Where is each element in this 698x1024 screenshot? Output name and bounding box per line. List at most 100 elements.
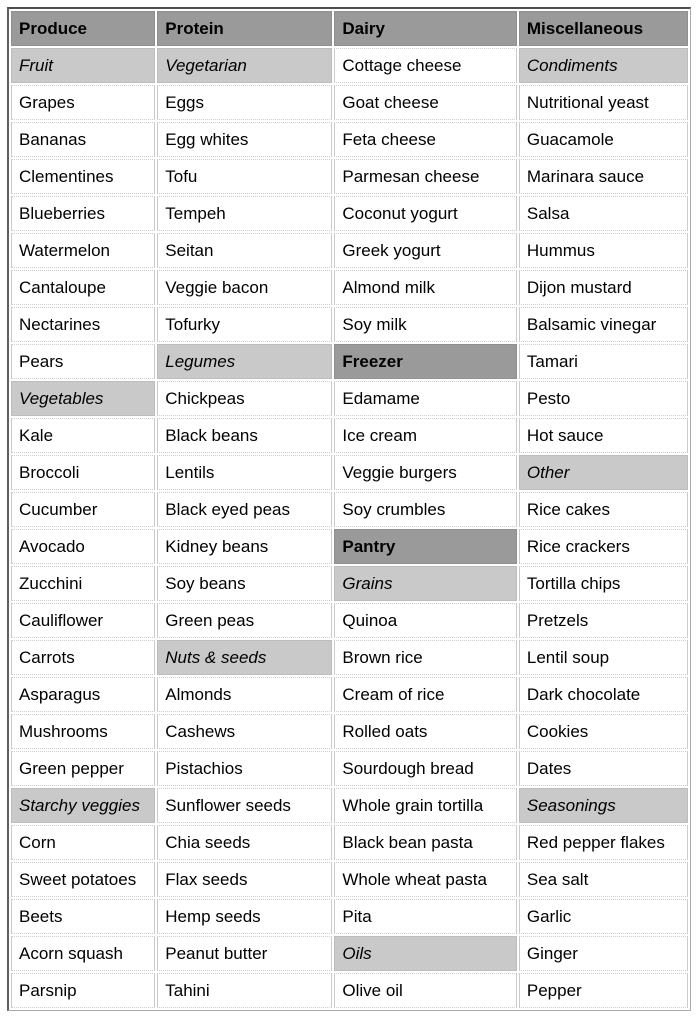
table-row: Cauliflower Green peas Quinoa Pretzels xyxy=(11,603,688,638)
item-cell: Lentils xyxy=(157,455,333,490)
table-row: Kale Black beans Ice cream Hot sauce xyxy=(11,418,688,453)
item-cell: Quinoa xyxy=(334,603,517,638)
category-header-cell: Freezer xyxy=(334,344,517,379)
item-cell: Garlic xyxy=(518,899,688,934)
item-cell: Acorn squash xyxy=(11,936,156,971)
column-header-produce: Produce xyxy=(11,11,156,46)
item-cell: Tortilla chips xyxy=(518,566,688,601)
table-row: Starchy veggies Sunflower seeds Whole grai… xyxy=(11,788,688,823)
item-cell: Pretzels xyxy=(518,603,688,638)
table-row: Fruit Vegetarian Cottage cheese Condiments xyxy=(11,48,688,83)
item-cell: Lentil soup xyxy=(518,640,688,675)
table-row: Beets Hemp seeds Pita Garlic xyxy=(11,899,688,934)
column-header-protein: Protein xyxy=(157,11,333,46)
item-cell: Almonds xyxy=(157,677,333,712)
item-cell: Tofu xyxy=(157,159,333,194)
subcategory-header-cell: Nuts & seeds xyxy=(157,640,333,675)
item-cell: Red pepper flakes xyxy=(518,825,688,860)
table-row: Mushrooms Cashews Rolled oats Cookies xyxy=(11,714,688,749)
item-cell: Cottage cheese xyxy=(334,48,517,83)
item-cell: Broccoli xyxy=(11,455,156,490)
category-header-cell: Pantry xyxy=(334,529,517,564)
item-cell: Pistachios xyxy=(157,751,333,786)
item-cell: Sourdough bread xyxy=(334,751,517,786)
item-cell: Nutritional yeast xyxy=(518,85,688,120)
item-cell: Pears xyxy=(11,344,156,379)
item-cell: Ice cream xyxy=(334,418,517,453)
item-cell: Blueberries xyxy=(11,196,156,231)
item-cell: Zucchini xyxy=(11,566,156,601)
subcategory-header-cell: Other xyxy=(518,455,688,490)
item-cell: Kidney beans xyxy=(157,529,333,564)
item-cell: Carrots xyxy=(11,640,156,675)
item-cell: Feta cheese xyxy=(334,122,517,157)
table-row: Avocado Kidney beans Pantry Rice crackers xyxy=(11,529,688,564)
item-cell: Eggs xyxy=(157,85,333,120)
table-row: Acorn squash Peanut butter Oils Ginger xyxy=(11,936,688,971)
table-row: Vegetables Chickpeas Edamame Pesto xyxy=(11,381,688,416)
column-header-miscellaneous: Miscellaneous xyxy=(518,11,688,46)
item-cell: Pita xyxy=(334,899,517,934)
item-cell: Almond milk xyxy=(334,270,517,305)
table-row: Bananas Egg whites Feta cheese Guacamole xyxy=(11,122,688,157)
item-cell: Dijon mustard xyxy=(518,270,688,305)
subcategory-header-cell: Fruit xyxy=(11,48,156,83)
item-cell: Hummus xyxy=(518,233,688,268)
item-cell: Veggie burgers xyxy=(334,455,517,490)
subcategory-header-cell: Condiments xyxy=(518,48,688,83)
item-cell: Cream of rice xyxy=(334,677,517,712)
item-cell: Greek yogurt xyxy=(334,233,517,268)
item-cell: Hot sauce xyxy=(518,418,688,453)
table-row: Zucchini Soy beans Grains Tortilla chips xyxy=(11,566,688,601)
item-cell: Pesto xyxy=(518,381,688,416)
table-row: Asparagus Almonds Cream of rice Dark chocol… xyxy=(11,677,688,712)
item-cell: Clementines xyxy=(11,159,156,194)
item-cell: Cucumber xyxy=(11,492,156,527)
item-cell: Green pepper xyxy=(11,751,156,786)
item-cell: Egg whites xyxy=(157,122,333,157)
item-cell: Kale xyxy=(11,418,156,453)
item-cell: Black beans xyxy=(157,418,333,453)
table-row: Pears Legumes Freezer Tamari xyxy=(11,344,688,379)
item-cell: Avocado xyxy=(11,529,156,564)
item-cell: Edamame xyxy=(334,381,517,416)
subcategory-header-cell: Grains xyxy=(334,566,517,601)
item-cell: Sea salt xyxy=(518,862,688,897)
item-cell: Hemp seeds xyxy=(157,899,333,934)
table-row: Green pepper Pistachios Sourdough bread Dat… xyxy=(11,751,688,786)
item-cell: Whole grain tortilla xyxy=(334,788,517,823)
item-cell: Green peas xyxy=(157,603,333,638)
item-cell: Marinara sauce xyxy=(518,159,688,194)
subcategory-header-cell: Vegetables xyxy=(11,381,156,416)
item-cell: Asparagus xyxy=(11,677,156,712)
table-row: Corn Chia seeds Black bean pasta Red pepper… xyxy=(11,825,688,860)
table-row: Blueberries Tempeh Coconut yogurt Salsa xyxy=(11,196,688,231)
table-row: Broccoli Lentils Veggie burgers Other xyxy=(11,455,688,490)
item-cell: Guacamole xyxy=(518,122,688,157)
subcategory-header-cell: Vegetarian xyxy=(157,48,333,83)
column-header-dairy: Dairy xyxy=(334,11,517,46)
item-cell: Soy crumbles xyxy=(334,492,517,527)
item-cell: Bananas xyxy=(11,122,156,157)
item-cell: Parmesan cheese xyxy=(334,159,517,194)
table-body: Fruit Vegetarian Cottage cheese Condiments G… xyxy=(11,48,688,1008)
item-cell: Olive oil xyxy=(334,973,517,1008)
table-row: Parsnip Tahini Olive oil Pepper xyxy=(11,973,688,1008)
item-cell: Cauliflower xyxy=(11,603,156,638)
table-row: Watermelon Seitan Greek yogurt Hummus xyxy=(11,233,688,268)
item-cell: Peanut butter xyxy=(157,936,333,971)
item-cell: Coconut yogurt xyxy=(334,196,517,231)
table-row: Carrots Nuts & seeds Brown rice Lentil soup xyxy=(11,640,688,675)
subcategory-header-cell: Starchy veggies xyxy=(11,788,156,823)
item-cell: Beets xyxy=(11,899,156,934)
item-cell: Watermelon xyxy=(11,233,156,268)
item-cell: Parsnip xyxy=(11,973,156,1008)
table-header-row: Produce Protein Dairy Miscellaneous xyxy=(11,11,688,46)
item-cell: Dark chocolate xyxy=(518,677,688,712)
item-cell: Cantaloupe xyxy=(11,270,156,305)
subcategory-header-cell: Legumes xyxy=(157,344,333,379)
item-cell: Salsa xyxy=(518,196,688,231)
subcategory-header-cell: Seasonings xyxy=(518,788,688,823)
item-cell: Sunflower seeds xyxy=(157,788,333,823)
